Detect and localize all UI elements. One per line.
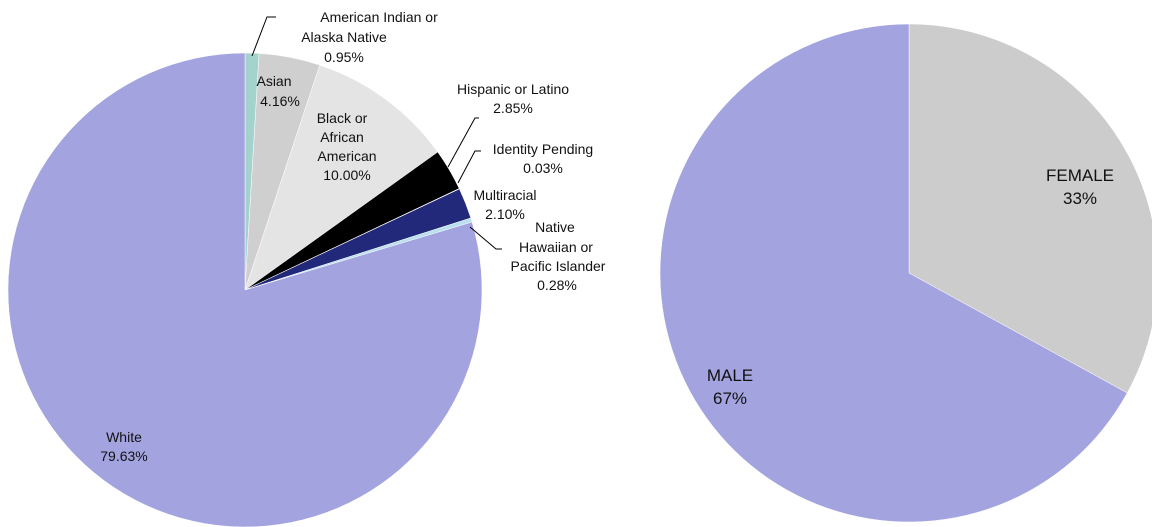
label-hispanic: Hispanic or Latino <box>457 81 569 97</box>
label-native-hawaiian-line3: Pacific Islander <box>511 258 606 274</box>
value-multiracial: 2.10% <box>485 206 525 222</box>
label-asian: Asian <box>256 73 291 89</box>
label-female: FEMALE <box>1046 166 1114 185</box>
label-multiracial: Multiracial <box>473 187 536 203</box>
gender-pie-chart <box>659 23 1152 523</box>
label-black-line1: Black or <box>317 110 368 126</box>
pie-slice-male <box>659 23 1128 523</box>
leader-line-native-hawaiian <box>469 226 502 250</box>
label-black-line3: American <box>317 148 376 164</box>
value-hispanic: 2.85% <box>493 100 533 116</box>
label-native-hawaiian-line2: Hawaiian or <box>519 239 593 255</box>
leader-lines <box>251 16 502 250</box>
value-american-indian: 0.95% <box>324 49 364 65</box>
label-white: White <box>106 429 142 445</box>
label-male: MALE <box>707 366 753 385</box>
value-identity-pending: 0.03% <box>523 160 563 176</box>
label-black-line2: African <box>320 129 364 145</box>
leader-line-identity-pending <box>457 150 481 184</box>
ethnicity-pie-chart <box>7 52 483 527</box>
pie-slice-white <box>7 52 483 527</box>
value-white: 79.63% <box>100 448 147 464</box>
label-identity-pending: Identity Pending <box>493 141 593 157</box>
value-black: 10.00% <box>323 167 370 183</box>
label-american-indian-line2: Alaska Native <box>301 29 387 45</box>
leader-line-hispanic <box>447 117 479 168</box>
leader-line-american-indian <box>251 16 276 57</box>
value-male: 67% <box>713 389 747 408</box>
pie-slice-black-or-african-american <box>244 64 439 291</box>
label-native-hawaiian-line1: Native <box>535 219 575 235</box>
value-native-hawaiian: 0.28% <box>537 277 577 293</box>
value-female: 33% <box>1063 189 1097 208</box>
label-american-indian-line1: American Indian or <box>320 9 438 25</box>
value-asian: 4.16% <box>260 93 300 109</box>
